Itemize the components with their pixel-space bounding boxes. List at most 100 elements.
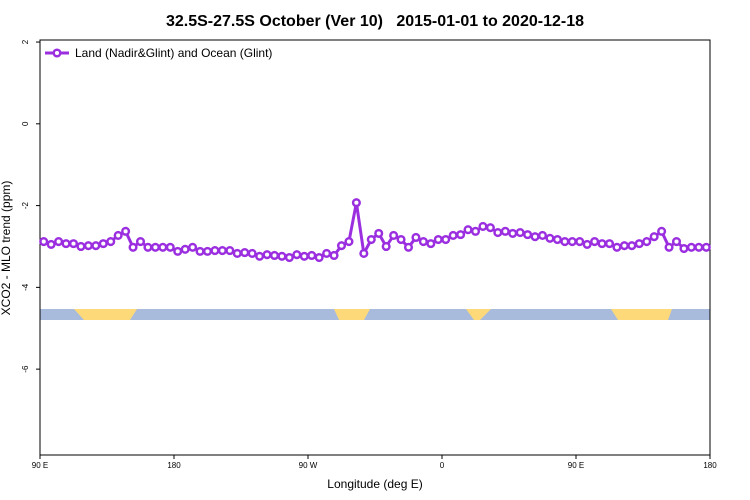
land-ocean-band	[40, 309, 710, 320]
point	[135, 237, 146, 247]
point	[83, 241, 93, 251]
point	[701, 242, 711, 252]
point	[366, 234, 376, 245]
chart-title: 32.5S-27.5S October (Ver 10) 2015-01-01 …	[166, 13, 584, 30]
point	[202, 246, 213, 256]
point	[210, 246, 220, 256]
point	[54, 237, 64, 247]
point	[448, 230, 458, 240]
point	[344, 237, 354, 247]
y-tick-label: -4	[21, 283, 30, 291]
point	[307, 250, 317, 261]
y-tick-label: -6	[21, 365, 30, 373]
point	[240, 248, 250, 258]
point	[567, 237, 577, 247]
point	[106, 237, 116, 247]
point	[418, 237, 428, 247]
point	[359, 248, 369, 258]
legend-marker	[52, 48, 62, 58]
point	[612, 242, 622, 252]
point	[195, 246, 205, 256]
point	[619, 241, 629, 251]
point	[485, 223, 495, 233]
point	[299, 251, 309, 261]
point	[671, 237, 682, 247]
point	[225, 246, 235, 256]
land-band	[611, 309, 672, 320]
point	[441, 234, 451, 245]
point	[284, 252, 294, 263]
point	[39, 237, 49, 247]
point	[664, 242, 674, 252]
x-tick-label: 180	[167, 461, 181, 470]
point	[545, 233, 555, 243]
point	[694, 242, 704, 252]
point	[426, 239, 436, 249]
point	[98, 239, 108, 249]
point	[686, 242, 696, 252]
point	[329, 250, 339, 261]
x-tick-label: 180	[703, 461, 717, 470]
point	[188, 242, 198, 252]
point	[381, 241, 391, 252]
land-band	[74, 309, 137, 320]
point	[247, 248, 257, 258]
x-tick-label: 0	[440, 461, 445, 470]
point	[657, 226, 667, 236]
x-tick-label: 90 E	[568, 461, 584, 470]
point	[537, 230, 548, 240]
point	[76, 241, 86, 252]
y-tick-label: -2	[21, 201, 30, 209]
point	[322, 248, 332, 258]
point	[590, 237, 600, 247]
ocean-band	[40, 309, 710, 320]
point	[262, 250, 272, 260]
point	[642, 237, 652, 247]
point	[411, 232, 421, 243]
point	[269, 250, 280, 261]
point	[128, 242, 138, 252]
x-tick-label: 90 W	[299, 461, 318, 470]
point	[515, 228, 525, 238]
y-axis-label: XCO2 - MLO trend (ppm)	[0, 181, 13, 316]
point	[61, 239, 71, 249]
point	[679, 243, 689, 254]
point	[463, 225, 473, 235]
point	[597, 239, 607, 249]
point	[500, 226, 510, 236]
x-axis-label: Longitude (deg E)	[327, 477, 422, 491]
point	[649, 232, 659, 242]
point	[575, 237, 585, 247]
point	[277, 251, 287, 261]
point	[634, 239, 644, 249]
point	[627, 241, 637, 251]
point	[158, 242, 168, 252]
point	[530, 232, 540, 242]
point	[255, 251, 265, 261]
point	[91, 241, 101, 251]
point	[582, 239, 592, 249]
point	[180, 244, 190, 254]
point	[336, 241, 347, 251]
point	[493, 228, 503, 238]
point	[560, 237, 570, 247]
point	[523, 230, 533, 240]
point	[173, 246, 183, 256]
point	[68, 239, 79, 249]
point	[396, 234, 406, 245]
point	[552, 234, 562, 245]
point	[46, 239, 56, 249]
y-tick-label: 0	[21, 121, 30, 126]
point	[150, 242, 160, 252]
y-tick-label: 2	[21, 39, 30, 44]
x-tick-label: 90 E	[32, 461, 48, 470]
point	[121, 226, 131, 236]
point	[508, 228, 518, 238]
point	[456, 230, 466, 240]
land-band	[466, 309, 491, 320]
land-band	[334, 309, 370, 320]
point	[232, 248, 242, 258]
point	[478, 221, 488, 231]
point	[470, 226, 481, 236]
